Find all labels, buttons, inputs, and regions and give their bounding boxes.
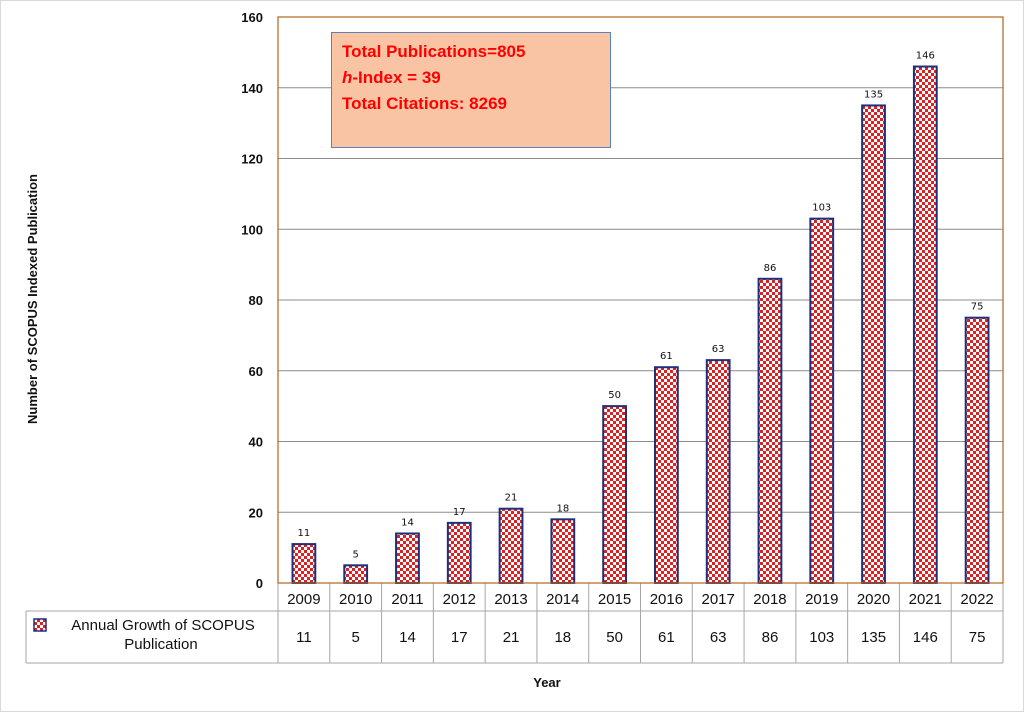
table-value-2014: 18 <box>554 629 571 646</box>
y-tick-label: 120 <box>241 152 263 167</box>
x-tick-label-2009: 2009 <box>287 591 320 608</box>
x-tick-label-2021: 2021 <box>909 591 942 608</box>
table-value-2017: 63 <box>710 629 727 646</box>
y-axis-ticks: 0 20 40 60 80 100 120 140 160 <box>241 10 263 591</box>
x-tick-label-2017: 2017 <box>701 591 734 608</box>
bar-2015 <box>602 405 628 584</box>
y-tick-label: 60 <box>249 364 263 379</box>
bar-2012 <box>446 521 472 584</box>
data-label-2009: 11 <box>298 528 311 539</box>
bar-2019 <box>809 217 835 584</box>
data-label-2022: 75 <box>971 302 984 313</box>
data-label-2015: 50 <box>608 390 621 401</box>
y-tick-label: 80 <box>249 293 263 308</box>
bar-2009 <box>291 543 317 585</box>
x-tick-label-2012: 2012 <box>443 591 476 608</box>
data-label-2016: 61 <box>660 351 673 362</box>
x-tick-label-2010: 2010 <box>339 591 372 608</box>
bar-2018 <box>757 277 783 584</box>
bar-2021 <box>912 65 938 584</box>
table-value-2018: 86 <box>762 629 779 646</box>
h-index-rest: -Index = 39 <box>352 68 441 87</box>
bar-2010 <box>343 564 369 584</box>
data-label-2014: 18 <box>556 503 569 514</box>
table-value-2021: 146 <box>913 629 938 646</box>
bar-2014 <box>550 518 576 585</box>
table-value-2019: 103 <box>809 629 834 646</box>
table-value-2020: 135 <box>861 629 886 646</box>
total-citations-text: Total Citations: 8269 <box>342 94 507 113</box>
x-tick-label-2020: 2020 <box>857 591 890 608</box>
data-label-2017: 63 <box>712 344 725 355</box>
bar-2011 <box>395 532 420 584</box>
data-label-2021: 146 <box>916 51 935 62</box>
table-value-2010: 5 <box>352 629 360 646</box>
data-label-2012: 17 <box>453 507 466 518</box>
table-value-2022: 75 <box>969 629 986 646</box>
bar-2013 <box>498 507 524 584</box>
x-tick-label-2019: 2019 <box>805 591 838 608</box>
h-italic: h <box>342 68 353 87</box>
data-label-2020: 135 <box>864 89 883 100</box>
data-label-2019: 103 <box>812 203 831 214</box>
data-table: 2009 11 2010 5 2011 14 2012 17 2013 21 2014 18 2015 5… <box>25 582 1004 664</box>
data-labels: 11 5 14 17 21 18 50 61 63 86 103 135 146 75 <box>298 51 984 561</box>
bar-2022 <box>964 316 990 584</box>
x-tick-label-2013: 2013 <box>494 591 527 608</box>
table-value-2015: 50 <box>606 629 623 646</box>
legend-swatch <box>33 618 47 632</box>
y-tick-label: 100 <box>241 222 263 237</box>
data-label-2013: 21 <box>505 493 518 504</box>
h-index-text: h-Index = 39 <box>342 65 610 91</box>
x-tick-label-2022: 2022 <box>960 591 993 608</box>
x-tick-label-2016: 2016 <box>650 591 683 608</box>
table-value-2016: 61 <box>658 629 675 646</box>
table-value-2011: 14 <box>399 629 416 646</box>
bar-2016 <box>654 366 679 584</box>
y-tick-label: 140 <box>241 81 263 96</box>
x-tick-label-2011: 2011 <box>391 591 423 608</box>
y-tick-label: 0 <box>256 576 263 591</box>
table-value-2012: 17 <box>451 629 468 646</box>
bar-2017 <box>705 359 731 585</box>
summary-annotation-box: Total Publications=805 h-Index = 39 Tota… <box>331 32 611 148</box>
x-tick-label-2015: 2015 <box>598 591 631 608</box>
table-value-2009: 11 <box>296 629 312 646</box>
total-publications-text: Total Publications=805 <box>342 42 526 61</box>
gridlines <box>278 87 1003 513</box>
y-tick-label: 20 <box>249 505 263 520</box>
y-axis-title: Number of SCOPUS Indexed Publication <box>25 174 40 424</box>
x-tick-label-2014: 2014 <box>546 591 579 608</box>
data-label-2018: 86 <box>764 263 777 274</box>
table-value-2013: 21 <box>503 629 520 646</box>
y-tick-label: 160 <box>241 10 263 25</box>
y-tick-label: 40 <box>249 435 263 450</box>
x-tick-label-2018: 2018 <box>753 591 786 608</box>
bars <box>291 65 990 585</box>
legend-label: Annual Growth of SCOPUS Publication <box>71 617 254 653</box>
x-axis-title: Year <box>533 675 560 690</box>
data-label-2011: 14 <box>401 517 414 528</box>
bar-2020 <box>861 104 886 584</box>
data-label-2010: 5 <box>352 549 358 560</box>
plot-area-border <box>277 16 1004 584</box>
